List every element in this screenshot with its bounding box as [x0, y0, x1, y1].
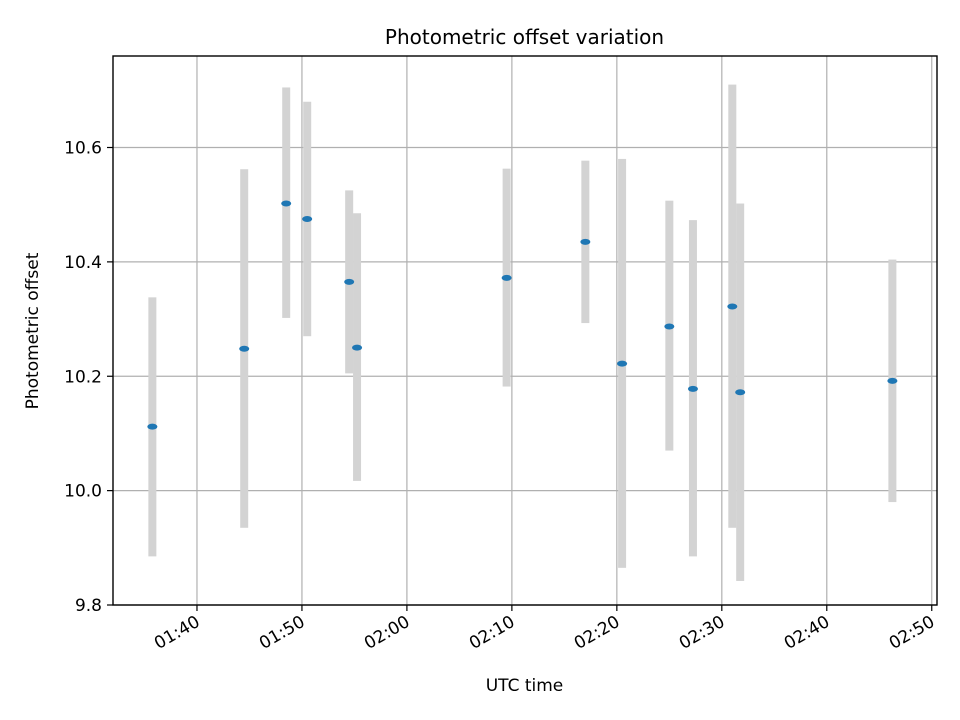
data-point: [281, 200, 292, 207]
data-point: [344, 278, 355, 285]
x-tick-label: 02:40: [781, 612, 833, 654]
x-axis-ticks: 01:40 01:50 02:00 02:10 02:20 02:30 02:40 02:50: [151, 605, 938, 654]
y-tick-label: 10.2: [64, 367, 102, 387]
data-point: [687, 385, 698, 392]
data-point: [501, 274, 512, 281]
data-point: [302, 215, 313, 222]
y-tick-label: 9.8: [75, 596, 102, 616]
x-tick-label: 01:40: [151, 612, 203, 654]
x-tick-label: 02:30: [676, 612, 728, 654]
data-point: [735, 389, 746, 396]
grid-lines: [113, 56, 937, 606]
y-axis-label: Photometric offset: [23, 252, 43, 409]
y-tick-label: 10.4: [64, 253, 102, 273]
y-tick-label: 10.0: [64, 482, 102, 502]
x-tick-label: 02:00: [361, 612, 413, 654]
error-bars: [148, 84, 897, 581]
chart-title: Photometric offset variation: [385, 25, 664, 49]
data-point: [147, 423, 158, 430]
x-tick-label: 02:50: [886, 612, 938, 654]
x-tick-label: 02:10: [466, 612, 518, 654]
x-tick-label: 02:20: [571, 612, 623, 654]
x-tick-label: 01:50: [256, 612, 308, 654]
x-axis-label: UTC time: [486, 676, 564, 696]
data-point: [727, 303, 738, 310]
data-point: [352, 344, 363, 351]
data-point: [239, 345, 250, 352]
y-axis-ticks: 9.8 10.0 10.2 10.4 10.6: [64, 139, 113, 616]
data-point: [580, 238, 591, 245]
data-points: [147, 200, 898, 430]
data-point: [617, 360, 628, 367]
plot-frame: [112, 55, 938, 606]
y-tick-label: 10.6: [64, 139, 102, 159]
data-point: [664, 323, 675, 330]
data-point: [887, 377, 898, 384]
